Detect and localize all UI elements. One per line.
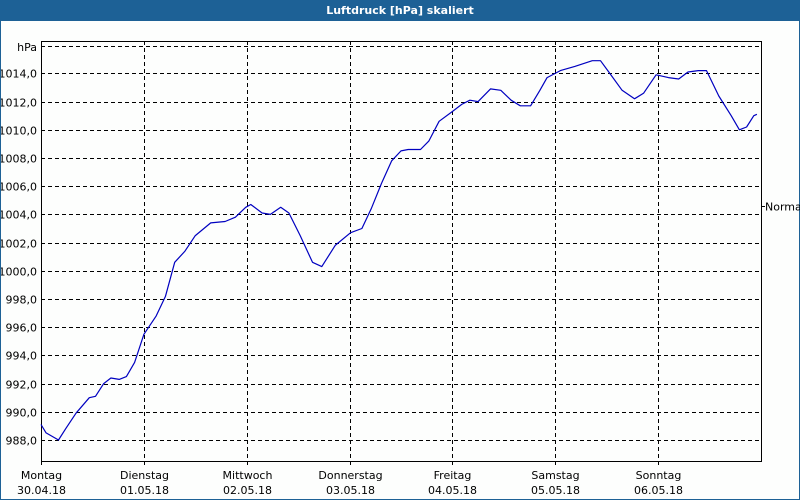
x-tick-day: Sonntag	[636, 469, 682, 482]
y-tick-label: 994,0	[6, 350, 38, 363]
y-tick-label: 988,0	[6, 435, 38, 448]
x-tick-day: Mittwoch	[223, 469, 273, 482]
y-tick-label: 992,0	[6, 379, 38, 392]
x-tick-day: Dienstag	[120, 469, 169, 482]
y-tick-label: 1004,0	[1, 209, 37, 222]
pressure-line	[40, 60, 758, 441]
x-tick-date: 03.05.18	[326, 484, 375, 497]
x-tick-date: 30.04.18	[17, 484, 66, 497]
plot-frame	[41, 41, 762, 462]
y-tick-label: 1008,0	[1, 153, 37, 166]
y-tick-label: 990,0	[6, 407, 38, 420]
x-tick-date: 02.05.18	[223, 484, 272, 497]
y-tick-label: 1012,0	[1, 97, 37, 110]
x-tick-day: Donnerstag	[318, 469, 382, 482]
x-tick-date: 04.05.18	[428, 484, 477, 497]
x-tick-date: 01.05.18	[120, 484, 169, 497]
y-tick-label: 1006,0	[1, 181, 37, 194]
y-tick-label: 1002,0	[1, 238, 37, 251]
y-axis-unit: hPa	[17, 41, 37, 54]
y-tick-label: 1010,0	[1, 125, 37, 138]
x-tick-date: 05.05.18	[531, 484, 580, 497]
normal-label: Normal	[765, 201, 800, 214]
x-tick-date: 06.05.18	[634, 484, 683, 497]
x-tick-day: Samstag	[531, 469, 579, 482]
y-tick-label: 996,0	[6, 322, 38, 335]
x-tick-day: Montag	[21, 469, 62, 482]
y-tick-label: 1000,0	[1, 266, 37, 279]
y-tick-label: 1014,0	[1, 68, 37, 81]
chart-title: Luftdruck [hPa] skaliert	[1, 1, 799, 21]
y-tick-label: 998,0	[6, 294, 38, 307]
x-tick-day: Freitag	[434, 469, 472, 482]
